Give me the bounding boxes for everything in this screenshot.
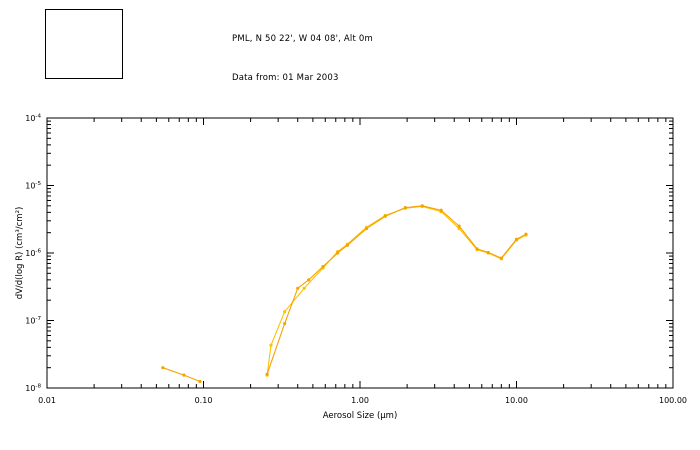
data-point [499, 256, 503, 260]
data-point [403, 206, 407, 210]
data-point [383, 214, 387, 218]
y-tick-label: 10-6 [25, 249, 41, 259]
y-tick-label: 10-5 [25, 181, 41, 191]
data-point [302, 286, 306, 290]
chart-title-block: PML, N 50 22', W 04 08', Alt 0m Data fro… [232, 7, 562, 111]
data-point [269, 343, 273, 347]
data-point [420, 204, 424, 208]
data-series [265, 204, 528, 377]
data-point [439, 208, 443, 212]
data-point [514, 237, 519, 241]
data-point [161, 366, 165, 370]
data-point [283, 310, 287, 314]
series-line [162, 367, 201, 383]
data-series [161, 366, 202, 384]
x-axis-label: Aerosol Size (µm) [323, 411, 398, 421]
data-point [321, 264, 325, 269]
data-point [457, 224, 461, 228]
x-tick-label: 1.00 [351, 396, 369, 405]
data-point [486, 250, 490, 255]
data-point [336, 251, 340, 255]
data-point [307, 278, 311, 282]
y-tick-label: 10-4 [25, 114, 41, 124]
data-point [198, 379, 202, 384]
chart-title: PML, N 50 22', W 04 08', Alt 0m [232, 34, 374, 44]
plot-frame [46, 117, 674, 389]
chart-subtitle: Data from: 01 Mar 2003 [232, 73, 339, 83]
legend-box [45, 9, 123, 79]
series-line [266, 205, 527, 376]
data-point [265, 372, 269, 376]
data-point [283, 321, 287, 326]
data-point [524, 232, 528, 236]
series-line [266, 205, 527, 375]
x-tick-label: 0.10 [195, 396, 213, 405]
x-tick-label: 100.00 [659, 396, 687, 405]
x-tick-label: 10.00 [505, 396, 528, 405]
y-tick-label: 10-7 [25, 316, 41, 326]
data-point [296, 286, 300, 290]
data-point [475, 247, 479, 251]
data-point [182, 373, 186, 377]
data-series [265, 204, 528, 376]
data-point [364, 226, 369, 231]
x-tick-label: 0.01 [38, 396, 56, 405]
y-axis-label: dV/d(log R) (cm³/cm²) [15, 207, 25, 300]
data-point [345, 243, 349, 247]
y-tick-label: 10-8 [25, 384, 41, 394]
